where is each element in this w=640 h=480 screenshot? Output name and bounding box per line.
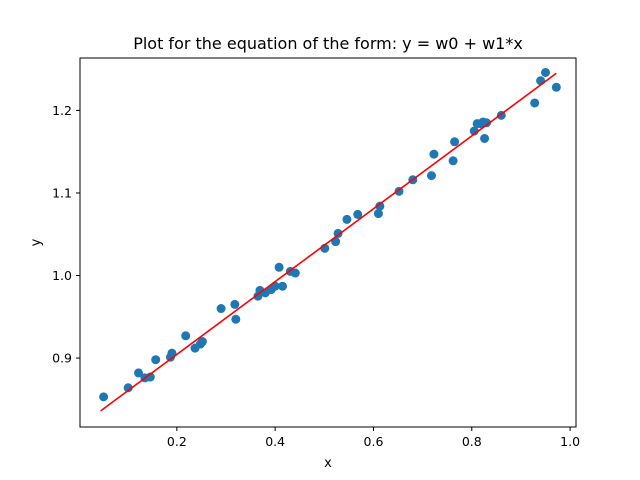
x-axis-label: x bbox=[324, 456, 332, 471]
scatter-point-0 bbox=[99, 392, 109, 402]
chart-title: Plot for the equation of the form: y = w… bbox=[133, 34, 523, 53]
scatter-point-30 bbox=[375, 201, 385, 211]
scatter-point-36 bbox=[450, 137, 460, 147]
x-tick-label-1: 0.4 bbox=[265, 434, 285, 449]
y-tick-label-3: 1.2 bbox=[52, 103, 72, 118]
axes-frame bbox=[79, 57, 577, 428]
y-tick-label-0: 0.9 bbox=[52, 351, 72, 366]
scatter-point-28 bbox=[353, 209, 363, 219]
scatter-point-27 bbox=[342, 214, 352, 224]
scatter-point-44 bbox=[530, 98, 540, 108]
scatter-point-14 bbox=[231, 314, 241, 324]
axis-ticks: 0.2 0.4 0.6 0.8 1.0 0.9 1.0 1.1 1.2 bbox=[52, 103, 580, 449]
scatter-point-23 bbox=[290, 268, 300, 278]
scatter-point-41 bbox=[480, 133, 490, 143]
scatter-point-21 bbox=[278, 281, 288, 291]
plot-area: 0.2 0.4 0.6 0.8 1.0 0.9 1.0 1.1 1.2 bbox=[52, 57, 580, 449]
scatter-point-13 bbox=[230, 299, 240, 309]
y-tick-label-1: 1.0 bbox=[52, 268, 72, 283]
x-tick-label-2: 0.6 bbox=[364, 434, 384, 449]
fit-line bbox=[100, 72, 557, 412]
x-tick-label-4: 1.0 bbox=[560, 434, 580, 449]
scatter-point-5 bbox=[151, 355, 161, 365]
scatter-point-8 bbox=[181, 331, 191, 341]
scatter-point-47 bbox=[551, 82, 561, 92]
scatter-point-20 bbox=[274, 262, 284, 272]
x-tick-label-0: 0.2 bbox=[167, 434, 187, 449]
scatter-point-29 bbox=[373, 209, 383, 219]
data-marks bbox=[99, 67, 561, 412]
scatter-point-1 bbox=[123, 383, 133, 393]
scatter-point-46 bbox=[541, 67, 551, 77]
scatter-point-11 bbox=[197, 337, 207, 347]
scatter-point-7 bbox=[167, 348, 177, 358]
scatter-point-42 bbox=[482, 118, 492, 128]
scatter-point-45 bbox=[536, 76, 546, 86]
scatter-point-34 bbox=[429, 149, 439, 159]
scatter-point-12 bbox=[216, 304, 226, 314]
scatter-point-33 bbox=[426, 171, 436, 181]
scatter-point-35 bbox=[448, 156, 458, 166]
x-tick-label-3: 0.8 bbox=[462, 434, 482, 449]
scatter-point-2 bbox=[134, 368, 143, 378]
y-axis-label: y bbox=[29, 238, 44, 246]
y-tick-label-2: 1.1 bbox=[52, 185, 72, 200]
